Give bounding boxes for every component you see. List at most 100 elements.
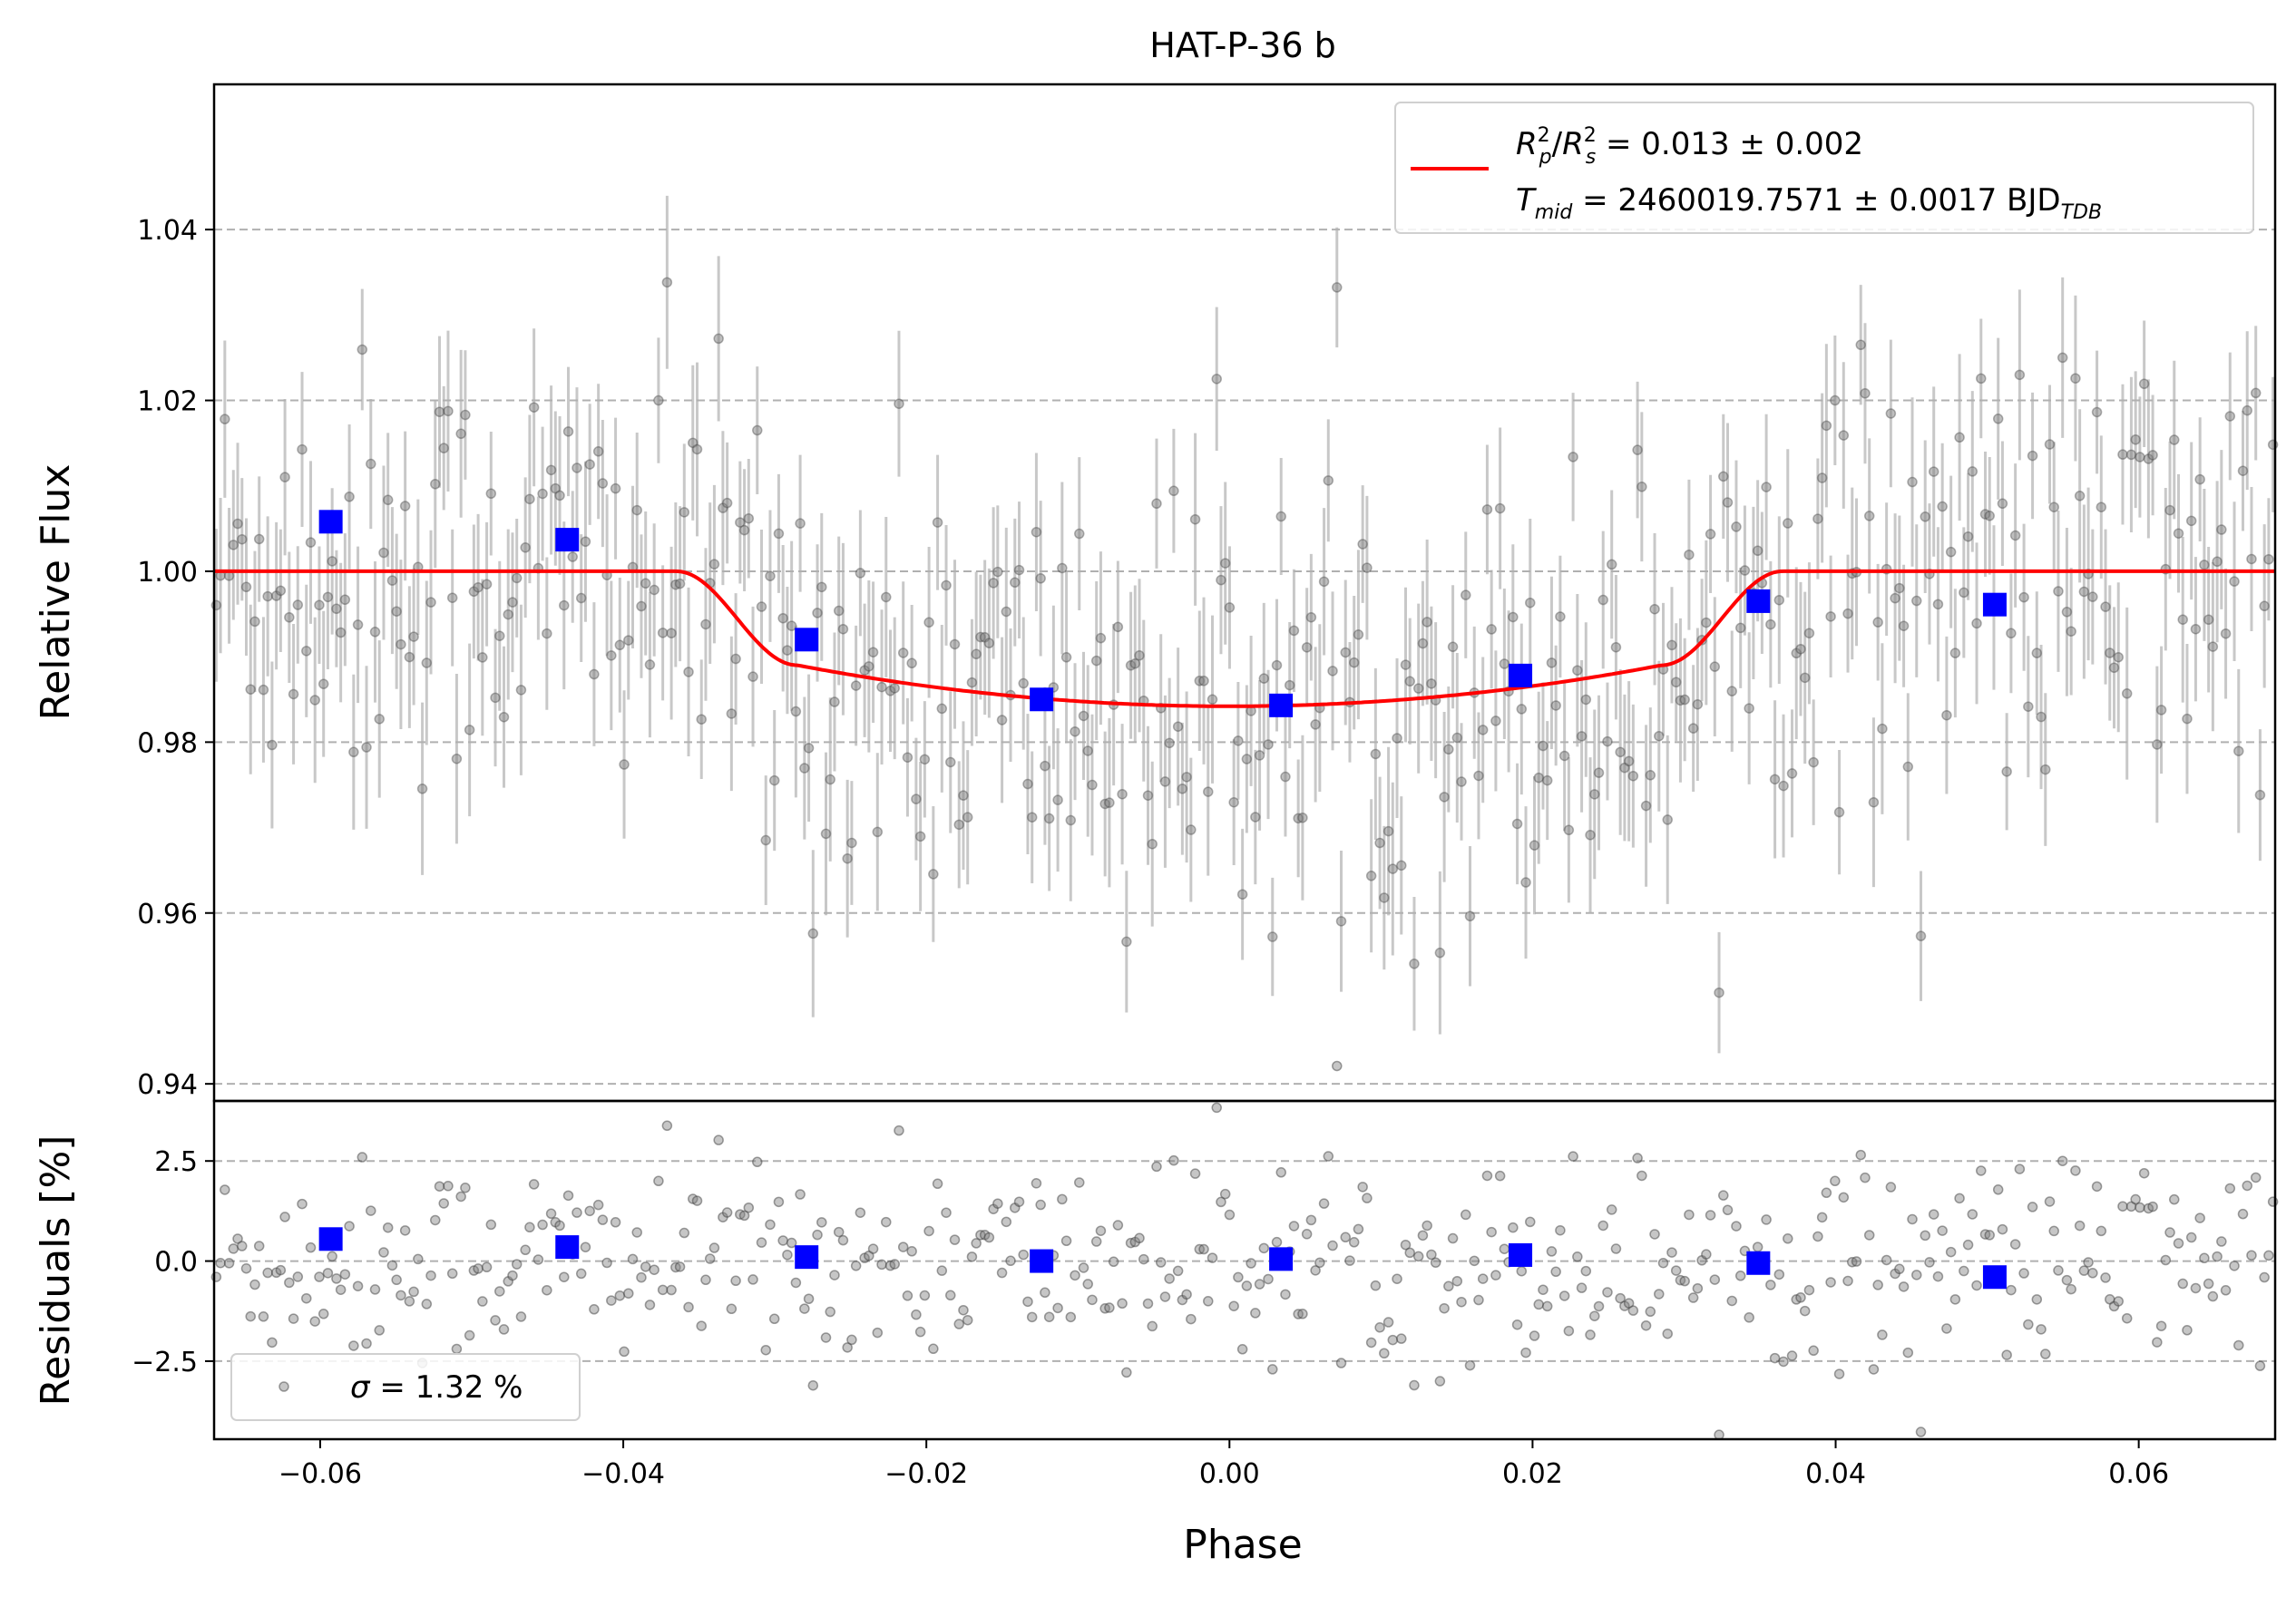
- residual-point: [1219, 1188, 1231, 1200]
- residual-point: [1662, 1328, 1673, 1339]
- residual-point: [1516, 1265, 1528, 1277]
- raw-point: [1520, 877, 1531, 888]
- raw-point: [267, 739, 278, 751]
- raw-point: [2233, 745, 2244, 756]
- residual-point: [339, 1269, 351, 1280]
- binned-residual-point: [555, 1235, 580, 1260]
- residual-point: [2100, 1272, 2111, 1283]
- raw-point: [666, 628, 677, 638]
- raw-point: [1348, 657, 1360, 668]
- raw-point: [2091, 406, 2103, 418]
- raw-point: [941, 579, 952, 591]
- raw-point: [1177, 784, 1188, 794]
- residual-point: [619, 1346, 630, 1358]
- raw-point: [816, 581, 827, 593]
- residual-point: [1417, 1230, 1429, 1242]
- residual-point: [1323, 1151, 1334, 1162]
- residual-point: [1189, 1168, 1201, 1179]
- residual-point: [661, 1120, 673, 1132]
- residual-point: [1305, 1214, 1317, 1226]
- raw-point: [1868, 796, 1880, 808]
- residual-point: [1464, 1359, 1476, 1371]
- raw-point: [1164, 737, 1175, 749]
- residual-point: [1060, 1235, 1072, 1247]
- residual-point: [1842, 1275, 1853, 1287]
- raw-point: [1297, 812, 1308, 823]
- raw-point: [2130, 434, 2141, 445]
- residual-point: [1211, 1102, 1222, 1114]
- raw-point: [1434, 947, 1446, 959]
- raw-point: [2121, 688, 2133, 699]
- raw-point: [228, 540, 239, 550]
- residual-point: [2083, 1257, 2094, 1268]
- residual-point: [2199, 1252, 2210, 1264]
- residual-point: [700, 1274, 711, 1286]
- residual-point: [1181, 1289, 1192, 1300]
- y-tick-label: 0.96: [137, 899, 198, 930]
- raw-point: [1400, 659, 1412, 670]
- raw-point: [1640, 800, 1652, 812]
- raw-point: [1422, 617, 1432, 628]
- residual-point: [756, 1237, 767, 1248]
- residual-point: [1263, 1273, 1274, 1285]
- y-tick-label: 0.98: [137, 727, 198, 759]
- raw-point: [1833, 806, 1845, 818]
- x-tick-label: −0.04: [581, 1458, 665, 1490]
- residual-point: [1971, 1280, 1982, 1291]
- residual-point: [1962, 1239, 1974, 1251]
- raw-point: [1555, 611, 1566, 622]
- residual-point: [1687, 1292, 1699, 1303]
- raw-point: [2070, 373, 2081, 384]
- residual-point: [443, 1181, 454, 1192]
- residual-point: [1525, 1216, 1536, 1228]
- residual-point: [455, 1191, 466, 1203]
- raw-point: [477, 652, 488, 663]
- raw-point: [1189, 513, 1201, 525]
- residual-point: [1734, 1271, 1746, 1281]
- raw-point: [361, 742, 372, 753]
- residual-point: [1236, 1344, 1248, 1355]
- residual-point: [292, 1271, 304, 1282]
- residual-point: [1065, 1311, 1077, 1323]
- residual-point: [2044, 1196, 2056, 1207]
- raw-point: [1323, 475, 1334, 486]
- residual-point: [1430, 1257, 1441, 1269]
- raw-point: [1010, 577, 1021, 589]
- raw-point: [485, 488, 497, 500]
- residual-point: [1005, 1255, 1016, 1267]
- residual-point: [1172, 1265, 1184, 1277]
- residual-point: [2224, 1183, 2236, 1194]
- residual-point: [2229, 1261, 2240, 1271]
- raw-point: [421, 657, 433, 668]
- raw-point: [1147, 838, 1158, 850]
- residual-point: [1332, 1060, 1343, 1072]
- raw-point: [2155, 705, 2167, 716]
- raw-point: [1615, 746, 1626, 758]
- raw-point: [649, 584, 659, 596]
- raw-point: [2185, 515, 2197, 527]
- raw-point: [1684, 549, 1695, 560]
- residual-point: [327, 1251, 337, 1262]
- residual-point: [1168, 1154, 1179, 1166]
- raw-point: [1572, 665, 1583, 676]
- residual-point: [249, 1279, 260, 1290]
- residual-point: [446, 1268, 458, 1280]
- residual-point: [2246, 1250, 2257, 1261]
- raw-point: [1709, 661, 1721, 672]
- residual-point: [1718, 1190, 1729, 1201]
- raw-point: [1731, 521, 1742, 532]
- residual-point: [876, 1259, 887, 1271]
- residual-point: [1147, 1320, 1158, 1332]
- raw-point: [1439, 792, 1450, 803]
- residual-point: [2160, 1254, 2172, 1266]
- raw-point: [2263, 554, 2274, 565]
- raw-point: [1211, 374, 1222, 385]
- residual-point: [1992, 1184, 2004, 1195]
- raw-point: [1645, 770, 1656, 781]
- residual-point: [704, 1253, 716, 1264]
- residual-point: [421, 1299, 433, 1310]
- raw-point: [1335, 916, 1347, 927]
- raw-point: [1516, 704, 1528, 715]
- residual-point: [1164, 1273, 1175, 1284]
